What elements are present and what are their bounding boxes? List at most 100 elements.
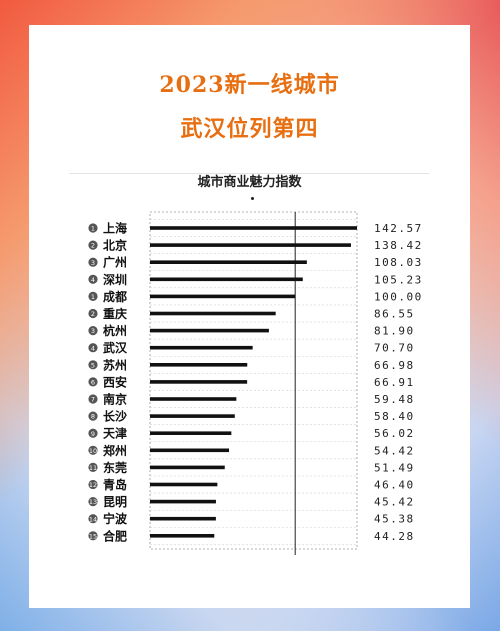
- bar: [150, 534, 215, 538]
- city-label: 成都: [103, 289, 127, 304]
- title-dot: [251, 197, 254, 200]
- city-label: 苏州: [103, 357, 127, 372]
- city-label: 昆明: [103, 495, 127, 509]
- bar: [150, 345, 253, 350]
- value-label: 54.42: [374, 444, 415, 457]
- rank-badge-number: 14: [89, 515, 97, 523]
- value-label: 70.70: [374, 342, 415, 355]
- rank-badge-number: 2: [91, 310, 95, 318]
- value-label: 142.57: [374, 222, 423, 235]
- rank-badge-number: 3: [91, 259, 95, 267]
- city-label: 长沙: [103, 409, 127, 424]
- value-label: 44.28: [374, 530, 415, 543]
- city-label: 重庆: [103, 306, 127, 321]
- value-label: 45.42: [374, 496, 415, 509]
- city-label: 深圳: [103, 272, 127, 287]
- value-label: 66.91: [374, 376, 415, 389]
- city-label: 东莞: [103, 460, 127, 475]
- bar: [150, 397, 237, 401]
- bar: [150, 294, 296, 299]
- rank-badge: [88, 291, 98, 301]
- rank-badge-number: 7: [91, 396, 95, 404]
- bar: [150, 277, 303, 282]
- value-label: 105.23: [374, 273, 423, 286]
- value-label: 59.48: [374, 393, 415, 406]
- rank-badge-number: 10: [89, 447, 97, 455]
- city-label: 武汉: [103, 340, 128, 355]
- bar: [150, 516, 216, 521]
- rank-badge-number: 6: [91, 379, 95, 387]
- rank-badge-number: 15: [89, 532, 97, 540]
- city-label: 北京: [103, 238, 127, 253]
- bar: [150, 482, 218, 487]
- bar: [150, 414, 235, 418]
- rank-badge: [88, 377, 98, 387]
- city-label: 青岛: [103, 477, 127, 492]
- rank-badge: [88, 394, 98, 404]
- rank-badge: [88, 531, 98, 541]
- bar: [150, 311, 276, 316]
- rank-badge-number: 4: [91, 276, 95, 284]
- bar: [150, 499, 216, 504]
- rank-badge-number: 3: [91, 327, 95, 335]
- value-label: 86.55: [374, 308, 415, 321]
- city-label: 宁波: [103, 511, 128, 526]
- chart-title: 城市商业魅力指数: [197, 175, 302, 190]
- city-label: 西安: [103, 374, 127, 389]
- bar: [150, 448, 230, 453]
- rank-badge-number: 5: [91, 361, 95, 369]
- rank-badge: [88, 343, 98, 353]
- headline-line-1: 2023新一线城市: [159, 72, 340, 98]
- rank-badge-number: 12: [89, 481, 97, 489]
- city-label: 天津: [103, 426, 127, 441]
- value-label: 100.00: [374, 290, 423, 303]
- value-label: 58.40: [374, 410, 415, 423]
- bar: [150, 226, 357, 230]
- rank-badge: [88, 445, 98, 455]
- city-label: 杭州: [103, 323, 127, 338]
- rank-badge: [88, 514, 98, 524]
- city-label: 上海: [103, 221, 127, 236]
- value-label: 81.90: [374, 325, 415, 338]
- bar: [150, 328, 269, 333]
- rank-badge: [88, 360, 98, 370]
- city-label: 南京: [103, 392, 127, 407]
- bar: [150, 260, 307, 264]
- headline-line-2: 武汉位列第四: [180, 116, 319, 142]
- value-label: 138.42: [374, 239, 423, 252]
- bar: [150, 363, 248, 367]
- rank-badge-number: 2: [91, 242, 95, 250]
- bar: [150, 243, 351, 247]
- rank-badge: [88, 411, 98, 421]
- rank-badge-number: 1: [91, 293, 95, 301]
- rank-badge: [88, 223, 98, 233]
- rank-badge: [88, 274, 98, 284]
- rank-badge: [88, 428, 98, 438]
- rank-badge-number: 11: [89, 464, 97, 472]
- value-label: 46.40: [374, 479, 415, 492]
- rank-badge: [88, 308, 98, 319]
- rank-badge-number: 4: [91, 344, 95, 352]
- city-label: 广州: [103, 255, 127, 270]
- rank-badge-number: 9: [91, 430, 95, 438]
- city-label: 合肥: [103, 528, 127, 543]
- rank-badge: [88, 462, 98, 472]
- rank-badge: [88, 257, 98, 267]
- value-label: 108.03: [374, 256, 423, 269]
- bar: [150, 380, 248, 384]
- bar: [150, 431, 232, 435]
- value-label: 56.02: [374, 427, 415, 440]
- rank-badge: [88, 326, 98, 336]
- rank-badge-number: 8: [91, 413, 95, 421]
- rank-badge: [88, 497, 98, 507]
- rank-badge: [88, 479, 98, 490]
- bar: [150, 465, 225, 470]
- poster-card: 2023新一线城市 武汉位列第四 城市商业魅力指数: [29, 25, 470, 608]
- city-label: 郑州: [103, 443, 127, 458]
- rank-badge: [88, 240, 98, 250]
- value-label: 45.38: [374, 513, 415, 526]
- rank-badge-number: 1: [91, 225, 95, 233]
- title-divider: [69, 173, 429, 174]
- value-label: 66.98: [374, 359, 415, 372]
